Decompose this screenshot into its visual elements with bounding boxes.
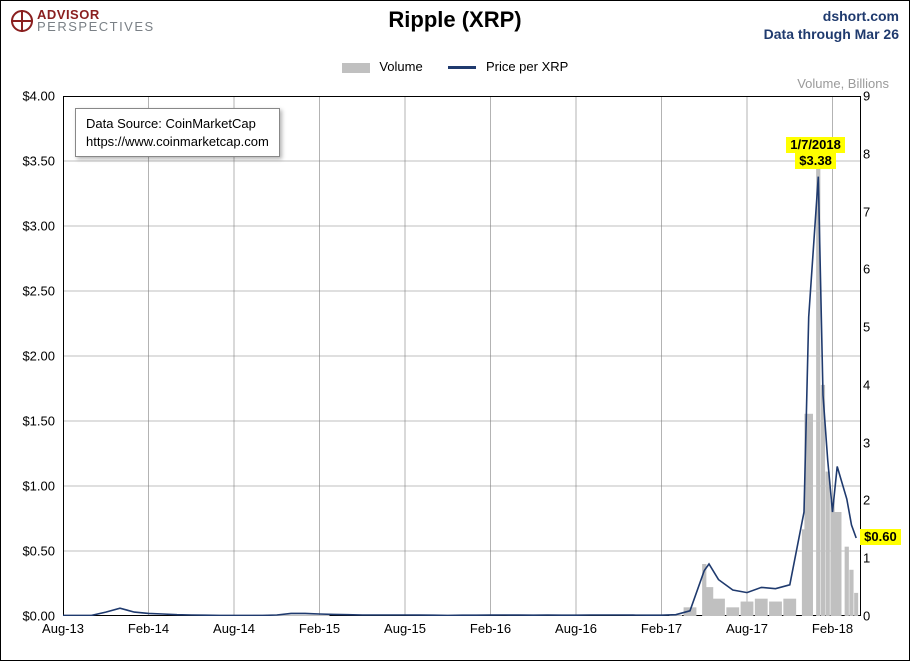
peak-callout: 1/7/2018 $3.38 (786, 137, 845, 170)
y-left-axis-labels: $4.00$3.50$3.00$2.50$2.00$1.50$1.00$0.50… (1, 96, 59, 616)
x-tick: Feb-17 (641, 621, 682, 636)
legend-swatch-volume (342, 63, 370, 73)
y-right-tick: 1 (863, 551, 870, 566)
last-value: $0.60 (860, 529, 901, 545)
y-left-tick: $3.00 (22, 219, 55, 234)
y-right-tick: 7 (863, 204, 870, 219)
chart-plot (63, 96, 861, 616)
x-tick: Feb-15 (299, 621, 340, 636)
legend: Volume Price per XRP (1, 59, 909, 74)
y-right-tick: 4 (863, 377, 870, 392)
y-right-tick: 2 (863, 493, 870, 508)
y-left-tick: $3.50 (22, 154, 55, 169)
x-tick: Aug-15 (384, 621, 426, 636)
data-source-line2: https://www.coinmarketcap.com (86, 133, 269, 151)
y-left-tick: $2.50 (22, 284, 55, 299)
y-left-tick: $1.00 (22, 479, 55, 494)
y-right-tick: 3 (863, 435, 870, 450)
y-left-tick: $0.50 (22, 544, 55, 559)
peak-date: 1/7/2018 (786, 137, 845, 153)
legend-swatch-price (448, 66, 476, 69)
legend-label-volume: Volume (379, 59, 422, 74)
data-source-line1: Data Source: CoinMarketCap (86, 115, 269, 133)
y-right-tick: 9 (863, 89, 870, 104)
x-tick: Aug-14 (213, 621, 255, 636)
y-right-tick: 6 (863, 262, 870, 277)
peak-value: $3.38 (795, 153, 836, 169)
x-tick: Feb-14 (128, 621, 169, 636)
x-tick: Aug-16 (555, 621, 597, 636)
y-left-tick: $4.00 (22, 89, 55, 104)
x-tick: Feb-16 (470, 621, 511, 636)
y-left-tick: $2.00 (22, 349, 55, 364)
y-left-tick: $1.50 (22, 414, 55, 429)
x-tick: Aug-13 (42, 621, 84, 636)
x-tick: Feb-18 (812, 621, 853, 636)
y-right-tick: 0 (863, 609, 870, 624)
legend-label-price: Price per XRP (486, 59, 568, 74)
data-through-label: Data through Mar 26 (764, 25, 899, 43)
header-right: dshort.com Data through Mar 26 (764, 7, 899, 43)
last-callout: $0.60 (860, 529, 901, 545)
x-tick: Aug-17 (726, 621, 768, 636)
y-right-tick: 8 (863, 146, 870, 161)
y2-axis-title: Volume, Billions (797, 76, 889, 91)
data-source-box: Data Source: CoinMarketCap https://www.c… (75, 108, 280, 157)
site-label: dshort.com (764, 7, 899, 25)
y-right-tick: 5 (863, 320, 870, 335)
